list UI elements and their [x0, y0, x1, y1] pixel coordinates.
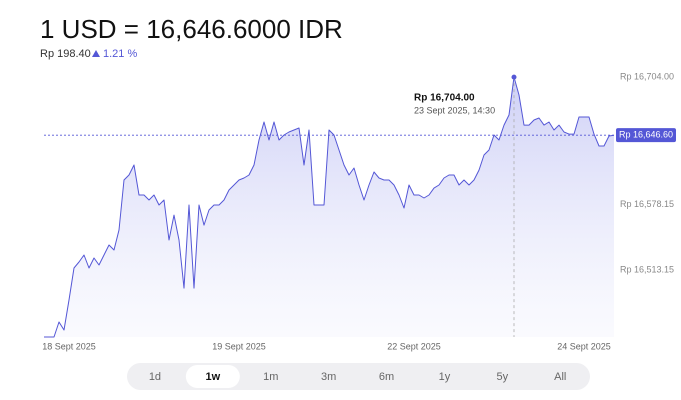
- range-button[interactable]: 1y: [439, 371, 451, 383]
- y-tick-label: Rp 16,513.15: [620, 264, 674, 274]
- area-fill: [44, 77, 614, 337]
- title: 1 USD = 16,646.6000 IDR: [40, 14, 343, 44]
- range-button[interactable]: 1d: [149, 371, 161, 383]
- tooltip-value: Rp 16,704.00: [414, 93, 475, 104]
- current-tag: [616, 128, 676, 143]
- change-pct: 1.21 %: [103, 48, 137, 60]
- range-selected: [185, 365, 240, 388]
- change: Rp 198.40: [40, 48, 91, 60]
- x-tick-label: 18 Sept 2025: [42, 341, 96, 351]
- price-line: [44, 76, 615, 338]
- highlight-dot: [511, 74, 517, 80]
- range-button[interactable]: 1m: [263, 371, 278, 383]
- y-tick-label: Rp 16,704.00: [620, 71, 674, 81]
- range-button[interactable]: 3m: [321, 371, 336, 383]
- x-tick-label: 22 Sept 2025: [387, 341, 441, 351]
- range-button[interactable]: 5y: [497, 371, 509, 383]
- current-label: Rp 16,646.60: [619, 130, 673, 140]
- up-icon: [92, 50, 100, 57]
- x-tick-label: 24 Sept 2025: [557, 341, 611, 351]
- x-tick-label: 19 Sept 2025: [212, 341, 266, 351]
- range-button[interactable]: All: [554, 371, 566, 383]
- range-button[interactable]: 1w: [206, 371, 221, 383]
- range-button[interactable]: 6m: [379, 371, 394, 383]
- tooltip-time: 23 Sept 2025, 14:30: [414, 105, 495, 115]
- y-tick-label: Rp 16,578.15: [620, 199, 674, 209]
- range-bar: [127, 363, 590, 390]
